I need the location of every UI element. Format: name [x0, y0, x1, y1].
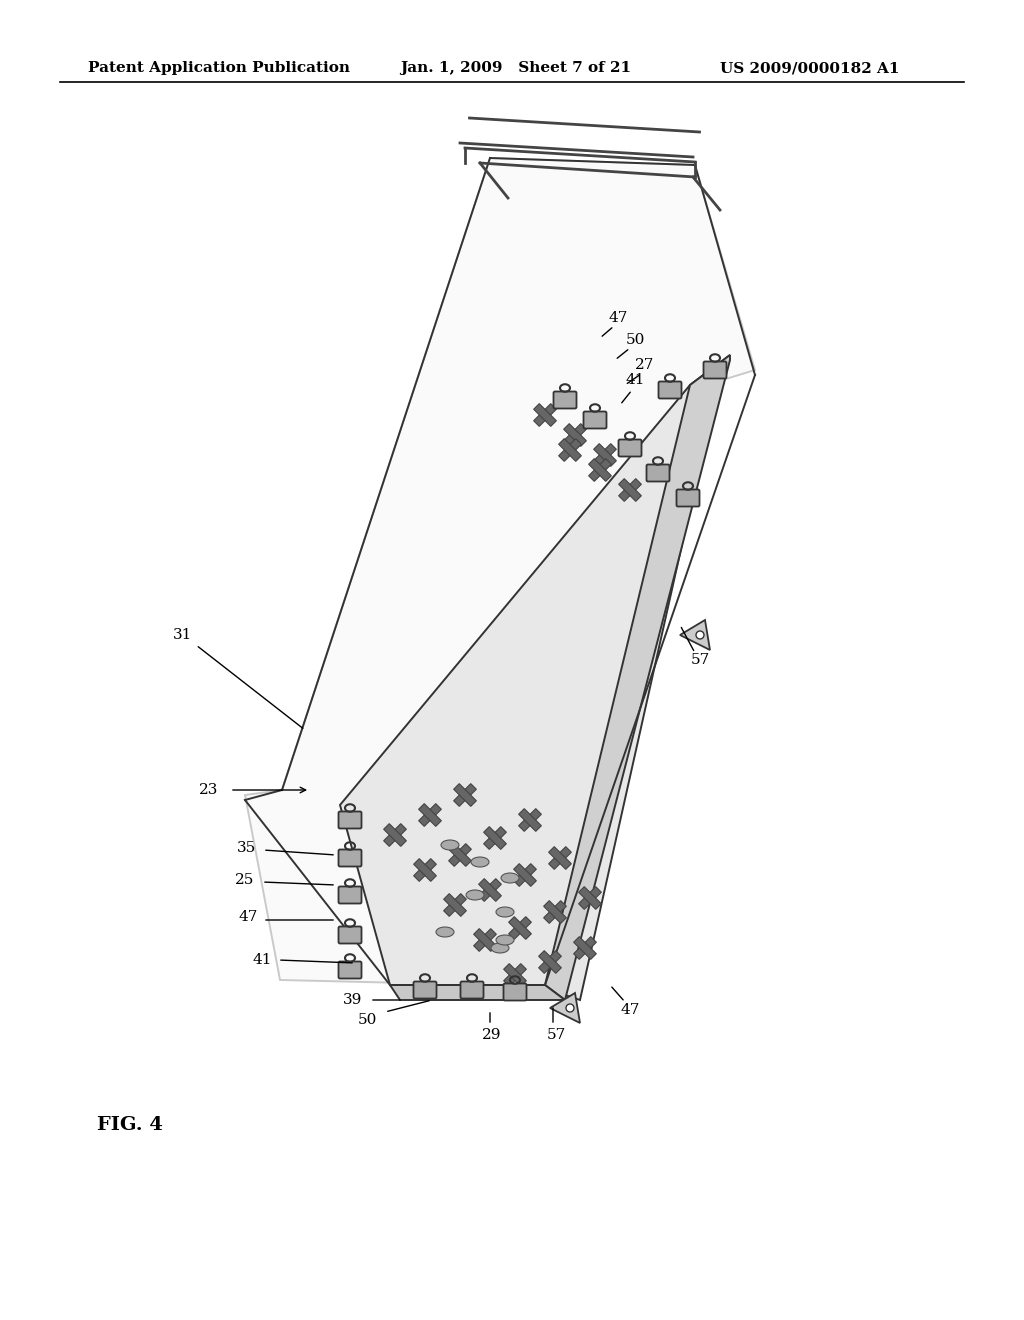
Polygon shape: [534, 404, 556, 426]
Polygon shape: [504, 964, 526, 986]
Polygon shape: [514, 863, 537, 886]
Polygon shape: [559, 438, 582, 462]
Polygon shape: [589, 458, 611, 482]
FancyBboxPatch shape: [339, 927, 361, 944]
FancyBboxPatch shape: [414, 982, 436, 998]
Polygon shape: [509, 916, 531, 940]
Text: 50: 50: [357, 1012, 377, 1027]
FancyBboxPatch shape: [339, 850, 361, 866]
Text: 47: 47: [621, 1003, 640, 1016]
Text: 57: 57: [547, 1028, 565, 1041]
Polygon shape: [478, 879, 502, 902]
Polygon shape: [390, 985, 565, 1001]
Polygon shape: [544, 900, 566, 924]
Ellipse shape: [441, 840, 459, 850]
Polygon shape: [573, 937, 596, 960]
Polygon shape: [573, 937, 596, 960]
Polygon shape: [618, 479, 641, 502]
Polygon shape: [414, 858, 436, 882]
Text: 35: 35: [238, 841, 257, 855]
FancyBboxPatch shape: [584, 412, 606, 429]
Ellipse shape: [501, 873, 519, 883]
Polygon shape: [504, 964, 526, 986]
Polygon shape: [454, 784, 476, 807]
Ellipse shape: [496, 935, 514, 945]
Text: 25: 25: [236, 873, 255, 887]
Text: Jan. 1, 2009   Sheet 7 of 21: Jan. 1, 2009 Sheet 7 of 21: [400, 61, 631, 75]
FancyBboxPatch shape: [658, 381, 682, 399]
Polygon shape: [509, 916, 531, 940]
Polygon shape: [443, 894, 466, 916]
FancyBboxPatch shape: [339, 812, 361, 829]
Polygon shape: [449, 843, 471, 866]
Text: 47: 47: [239, 909, 258, 924]
Polygon shape: [594, 444, 616, 466]
FancyBboxPatch shape: [339, 887, 361, 903]
Text: FIG. 4: FIG. 4: [97, 1115, 163, 1134]
Polygon shape: [518, 809, 542, 832]
Polygon shape: [563, 424, 587, 446]
Polygon shape: [544, 900, 566, 924]
FancyBboxPatch shape: [554, 392, 577, 408]
FancyBboxPatch shape: [677, 490, 699, 507]
Text: 23: 23: [199, 783, 218, 797]
Polygon shape: [419, 804, 441, 826]
Polygon shape: [454, 784, 476, 807]
Text: 50: 50: [626, 333, 645, 347]
Polygon shape: [518, 809, 542, 832]
Polygon shape: [414, 858, 436, 882]
FancyBboxPatch shape: [339, 961, 361, 978]
Polygon shape: [474, 929, 497, 952]
Ellipse shape: [566, 1005, 574, 1012]
Text: US 2009/0000182 A1: US 2009/0000182 A1: [720, 61, 899, 75]
Ellipse shape: [696, 631, 705, 639]
Polygon shape: [483, 826, 506, 849]
Text: 31: 31: [173, 628, 193, 642]
Polygon shape: [589, 458, 611, 482]
FancyBboxPatch shape: [461, 982, 483, 998]
Polygon shape: [514, 863, 537, 886]
Polygon shape: [443, 894, 466, 916]
Text: 57: 57: [690, 653, 710, 667]
Text: 41: 41: [626, 374, 645, 387]
Text: 41: 41: [252, 953, 271, 968]
Polygon shape: [550, 993, 580, 1023]
Polygon shape: [478, 879, 502, 902]
Polygon shape: [384, 824, 407, 846]
Polygon shape: [474, 929, 497, 952]
Text: 39: 39: [343, 993, 362, 1007]
Polygon shape: [340, 355, 730, 1001]
Text: 47: 47: [608, 312, 628, 325]
Polygon shape: [618, 479, 641, 502]
Ellipse shape: [496, 907, 514, 917]
FancyBboxPatch shape: [504, 983, 526, 1001]
Ellipse shape: [471, 857, 489, 867]
Polygon shape: [384, 824, 407, 846]
Polygon shape: [449, 843, 471, 866]
Text: 29: 29: [482, 1028, 502, 1041]
Polygon shape: [559, 438, 582, 462]
Polygon shape: [579, 887, 601, 909]
Polygon shape: [579, 887, 601, 909]
Polygon shape: [549, 846, 571, 870]
Polygon shape: [245, 158, 755, 985]
Polygon shape: [419, 804, 441, 826]
Ellipse shape: [436, 927, 454, 937]
Ellipse shape: [466, 890, 484, 900]
Polygon shape: [539, 950, 561, 973]
Polygon shape: [483, 826, 506, 849]
Text: 27: 27: [635, 358, 654, 372]
FancyBboxPatch shape: [703, 362, 726, 379]
Text: Patent Application Publication: Patent Application Publication: [88, 61, 350, 75]
FancyBboxPatch shape: [646, 465, 670, 482]
FancyBboxPatch shape: [618, 440, 641, 457]
Polygon shape: [594, 444, 616, 466]
Ellipse shape: [490, 942, 509, 953]
Polygon shape: [545, 355, 730, 1001]
Polygon shape: [539, 950, 561, 973]
Polygon shape: [563, 424, 587, 446]
Polygon shape: [534, 404, 556, 426]
Polygon shape: [549, 846, 571, 870]
Polygon shape: [680, 620, 710, 649]
